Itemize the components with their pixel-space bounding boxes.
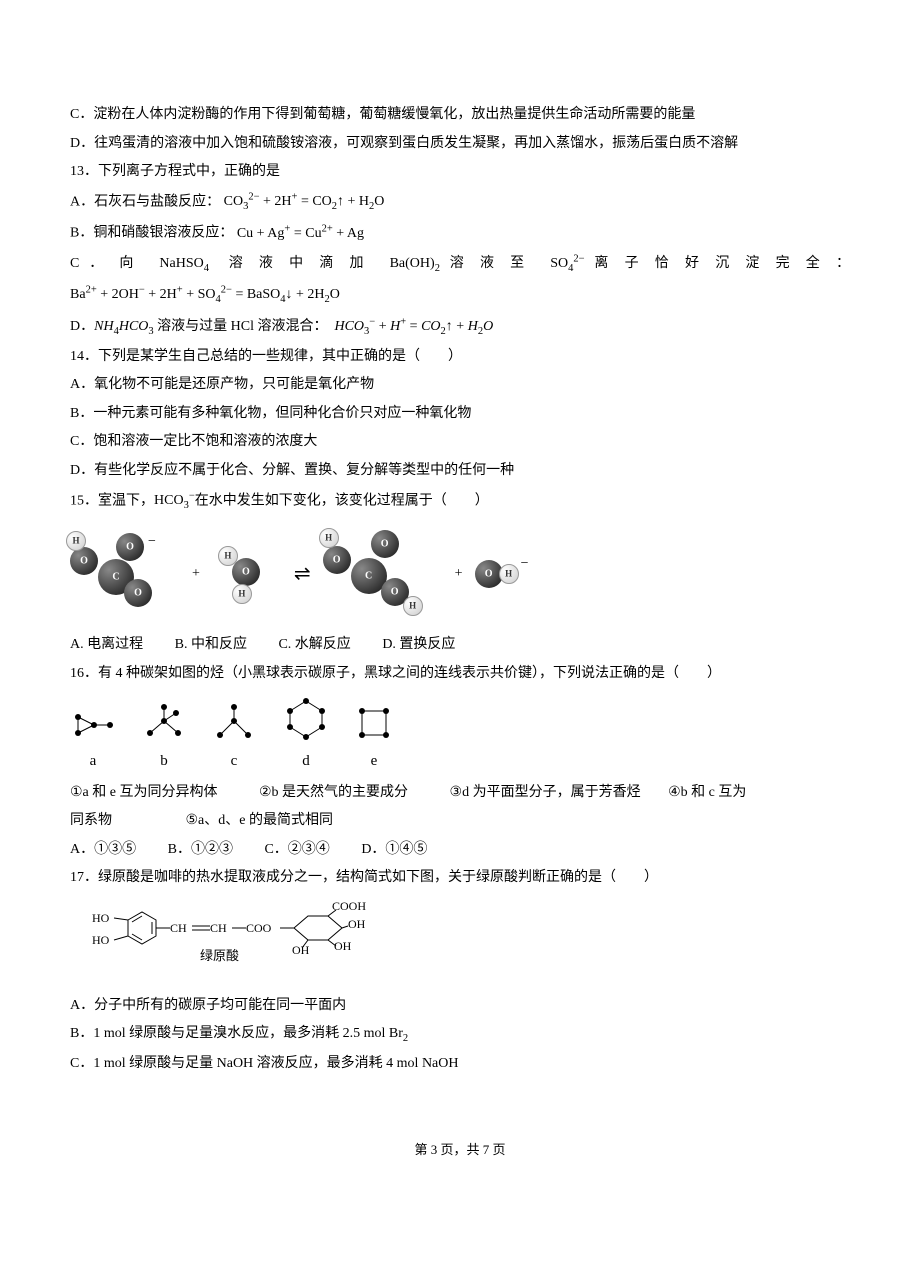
atom-o-label-7: O: [391, 582, 399, 601]
skel-e: e: [356, 705, 392, 776]
skel-b: b: [144, 703, 184, 776]
q16-statements-1: ①a 和 e 互为同分异构体 ②b 是天然气的主要成分 ③d 为平面型分子，属于…: [70, 780, 850, 807]
equilibrium-arrow: ⇌: [294, 555, 311, 593]
svg-text:COOH: COOH: [332, 899, 366, 913]
q13-option-b: B．铜和硝酸银溶液反应： Cu + Ag+ = Cu2+ + Ag: [70, 219, 850, 247]
skel-c: c: [212, 703, 256, 776]
q17-structure: HO HO CH CH COO COOH OH OH OH 绿原酸: [70, 898, 850, 987]
q13-option-a: A．石灰石与盐酸反应： CO32− + 2H+ = CO2↑ + H2O: [70, 188, 850, 217]
atom-h-label: H: [72, 532, 79, 549]
atom-h-label-6: H: [505, 565, 512, 582]
h2co3-molecule: O H C O O H: [323, 524, 443, 624]
q13-a-pre: A．石灰石与盐酸反应：: [70, 194, 220, 209]
q16-s1: ①a 和 e 互为同分异构体: [70, 785, 217, 800]
skel-e-label: e: [371, 747, 378, 776]
plus-2: +: [455, 561, 463, 588]
q15-diagram: O H C O O − + O H H ⇌ O H C O O H + O H …: [70, 524, 850, 624]
svg-text:绿原酸: 绿原酸: [200, 948, 239, 963]
skel-b-label: b: [160, 747, 168, 776]
q15-options: A. 电离过程 B. 中和反应 C. 水解反应 D. 置换反应: [70, 632, 850, 659]
svg-text:OH: OH: [348, 917, 366, 931]
q15-optc: C. 水解反应: [278, 632, 350, 659]
q15-stem: 15．室温下，HCO3−在水中发生如下变化，该变化过程属于（ ）: [70, 487, 850, 516]
skel-d: d: [284, 697, 328, 776]
svg-text:HO: HO: [92, 911, 110, 925]
q15-opta: A. 电离过程: [70, 632, 143, 659]
q14-a: A．氧化物不可能是还原产物，只可能是氧化产物: [70, 372, 850, 399]
q17-stem: 17．绿原酸是咖啡的热水提取液成分之一，结构简式如下图，关于绿原酸判断正确的是（…: [70, 865, 850, 892]
q13-option-c-line2: Ba2+ + 2OH− + 2H+ + SO42− = BaSO4↓ + 2H2…: [70, 281, 850, 310]
skel-a-label: a: [90, 747, 97, 776]
atom-o-label-2: O: [126, 537, 134, 556]
atom-c-label-2: C: [365, 566, 372, 585]
q15-optd: D. 置换反应: [382, 632, 455, 659]
skel-c-label: c: [231, 747, 238, 776]
skel-a: a: [70, 707, 116, 776]
atom-h-label-2: H: [224, 547, 231, 564]
h2o-molecule: O H H: [212, 544, 282, 604]
q17-c: C．1 mol 绿原酸与足量 NaOH 溶液反应，最多消耗 4 mol NaOH: [70, 1051, 850, 1078]
q16-stem: 16．有 4 种碳架如图的烃（小黑球表示碳原子，黑球之间的连线表示共价键），下列…: [70, 661, 850, 688]
hco3-ion: O H C O O −: [70, 529, 180, 619]
q13-b-eq: Cu + Ag+ = Cu2+ + Ag: [237, 226, 364, 241]
q16-s2: ②b 是天然气的主要成分: [259, 785, 408, 800]
atom-o-label-3: O: [134, 583, 142, 602]
q13-b-pre: B．铜和硝酸银溶液反应：: [70, 226, 233, 241]
q13-stem: 13．下列离子方程式中，正确的是: [70, 159, 850, 186]
atom-o-label-6: O: [381, 534, 389, 553]
plus-1: +: [192, 561, 200, 588]
q16-od: D．①④⑤: [361, 837, 427, 864]
atom-h-label-5: H: [409, 597, 416, 614]
q13-option-c-line1: C ． 向 NaHSO4 溶 液 中 滴 加 Ba(OH)2 溶 液 至 SO4…: [70, 249, 850, 278]
svg-text:COO: COO: [246, 921, 272, 935]
q16-ob: B．①②③: [168, 837, 233, 864]
page-footer: 第 3 页，共 7 页: [70, 1138, 850, 1163]
q17-a: A．分子中所有的碳原子均可能在同一平面内: [70, 993, 850, 1020]
skel-d-label: d: [302, 747, 310, 776]
q12-option-c: C．淀粉在人体内淀粉酶的作用下得到葡萄糖，葡萄糖缓慢氧化，放出热量提供生命活动所…: [70, 102, 850, 129]
svg-text:HO: HO: [92, 933, 110, 947]
q14-stem: 14．下列是某学生自己总结的一些规律，其中正确的是（ ）: [70, 344, 850, 371]
q17-b: B．1 mol 绿原酸与足量溴水反应，最多消耗 2.5 mol Br2: [70, 1021, 850, 1049]
q16-s4: ④b 和 c 互为: [668, 785, 746, 800]
svg-text:CH: CH: [170, 921, 187, 935]
q13-a-eq: CO32− + 2H+ = CO2↑ + H2O: [224, 194, 385, 209]
q14-d: D．有些化学反应不属于化合、分解、置换、复分解等类型中的任何一种: [70, 458, 850, 485]
atom-h-label-3: H: [238, 585, 245, 602]
q15-optb: B. 中和反应: [175, 632, 247, 659]
svg-text:OH: OH: [334, 939, 352, 953]
q16-s3: ③d 为平面型分子，属于芳香烃: [450, 785, 641, 800]
q16-options: A．①③⑤ B．①②③ C．②③④ D．①④⑤: [70, 837, 850, 864]
q16-statements-2: 同系物 ⑤a、d、e 的最简式相同: [70, 808, 850, 835]
q16-diagram: a b c d: [70, 697, 850, 776]
atom-o-label-4: O: [242, 562, 250, 581]
atom-o-label-5: O: [333, 550, 341, 569]
svg-text:OH: OH: [292, 943, 310, 957]
oh-ion: O H −: [475, 554, 535, 594]
atom-o-label: O: [80, 551, 88, 570]
q13-option-d: D．NH4HCO3 溶液与过量 HCl 溶液混合： HCO3− + H+ = C…: [70, 312, 850, 341]
svg-text:CH: CH: [210, 921, 227, 935]
atom-c-label: C: [112, 567, 119, 586]
q16-oc: C．②③④: [264, 837, 329, 864]
atom-o-label-8: O: [485, 564, 493, 583]
q16-s5: ⑤a、d、e 的最简式相同: [186, 813, 333, 828]
q14-c: C．饱和溶液一定比不饱和溶液的浓度大: [70, 429, 850, 456]
q16-oa: A．①③⑤: [70, 837, 136, 864]
q12-option-d: D．往鸡蛋清的溶液中加入饱和硫酸铵溶液，可观察到蛋白质发生凝聚，再加入蒸馏水，振…: [70, 131, 850, 158]
q14-b: B．一种元素可能有多种氧化物，但同种化合价只对应一种氧化物: [70, 401, 850, 428]
atom-h-label-4: H: [325, 529, 332, 546]
q16-s4b: 同系物: [70, 813, 112, 828]
